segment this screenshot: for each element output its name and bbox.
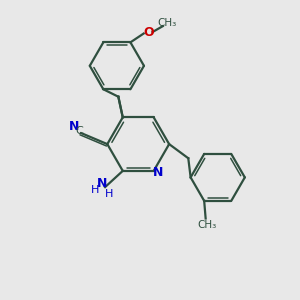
Text: N: N xyxy=(69,120,80,133)
Text: H: H xyxy=(91,185,99,195)
Text: O: O xyxy=(144,26,154,38)
Text: N: N xyxy=(153,166,163,179)
Text: CH₃: CH₃ xyxy=(197,220,216,230)
Text: N: N xyxy=(96,177,107,190)
Text: CH₃: CH₃ xyxy=(158,18,177,28)
Text: C: C xyxy=(76,126,83,136)
Text: H: H xyxy=(104,189,113,199)
